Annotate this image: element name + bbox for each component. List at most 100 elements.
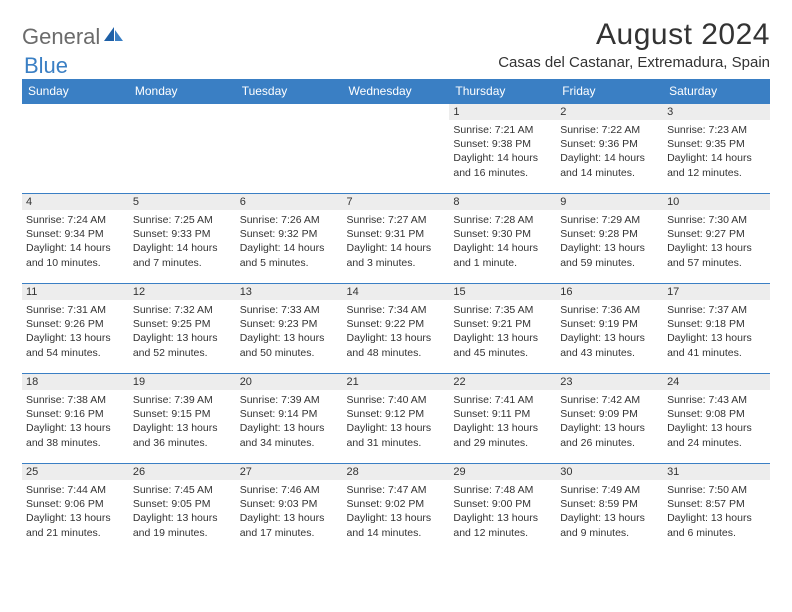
day-cell: 21Sunrise: 7:40 AMSunset: 9:12 PMDayligh… xyxy=(343,373,450,463)
day-cell: 17Sunrise: 7:37 AMSunset: 9:18 PMDayligh… xyxy=(663,283,770,373)
day-info: Sunrise: 7:45 AMSunset: 9:05 PMDaylight:… xyxy=(133,483,232,540)
day-number: 4 xyxy=(22,194,129,210)
sunrise-line: Sunrise: 7:34 AM xyxy=(347,304,427,316)
day-number: 24 xyxy=(663,374,770,390)
day-info: Sunrise: 7:26 AMSunset: 9:32 PMDaylight:… xyxy=(240,213,339,270)
sunrise-line: Sunrise: 7:48 AM xyxy=(453,484,533,496)
daylight-line: Daylight: 13 hours and 6 minutes. xyxy=(667,512,752,538)
day-number: 29 xyxy=(449,464,556,480)
calendar-day-empty xyxy=(129,103,236,193)
day-number: 27 xyxy=(236,464,343,480)
sunrise-line: Sunrise: 7:25 AM xyxy=(133,214,213,226)
daylight-line: Daylight: 13 hours and 21 minutes. xyxy=(26,512,111,538)
sunrise-line: Sunrise: 7:38 AM xyxy=(26,394,106,406)
sunrise-line: Sunrise: 7:49 AM xyxy=(560,484,640,496)
daylight-line: Daylight: 13 hours and 14 minutes. xyxy=(347,512,432,538)
sunset-line: Sunset: 9:06 PM xyxy=(26,498,104,510)
calendar-day: 20Sunrise: 7:39 AMSunset: 9:14 PMDayligh… xyxy=(236,373,343,463)
daylight-line: Daylight: 13 hours and 59 minutes. xyxy=(560,242,645,268)
day-info: Sunrise: 7:29 AMSunset: 9:28 PMDaylight:… xyxy=(560,213,659,270)
daylight-line: Daylight: 14 hours and 7 minutes. xyxy=(133,242,218,268)
day-cell: 30Sunrise: 7:49 AMSunset: 8:59 PMDayligh… xyxy=(556,463,663,553)
day-number: 20 xyxy=(236,374,343,390)
sunrise-line: Sunrise: 7:44 AM xyxy=(26,484,106,496)
day-number: 19 xyxy=(129,374,236,390)
daylight-line: Daylight: 13 hours and 52 minutes. xyxy=(133,332,218,358)
day-number: 30 xyxy=(556,464,663,480)
daylight-line: Daylight: 14 hours and 14 minutes. xyxy=(560,152,645,178)
calendar-day: 21Sunrise: 7:40 AMSunset: 9:12 PMDayligh… xyxy=(343,373,450,463)
daylight-line: Daylight: 13 hours and 12 minutes. xyxy=(453,512,538,538)
calendar-week: 1Sunrise: 7:21 AMSunset: 9:38 PMDaylight… xyxy=(22,103,770,193)
day-number: 25 xyxy=(22,464,129,480)
day-info: Sunrise: 7:44 AM Sunset: 9:06 PM Daylight:… xyxy=(26,483,125,540)
sunset-line: Sunset: 9:15 PM xyxy=(133,408,211,420)
sunrise-line: Sunrise: 7:45 AM xyxy=(133,484,213,496)
day-cell: 29Sunrise: 7:48 AMSunset: 9:00 PMDayligh… xyxy=(449,463,556,553)
day-info: Sunrise: 7:47 AMSunset: 9:02 PMDaylight:… xyxy=(347,483,446,540)
day-info: Sunrise: 7:27 AMSunset: 9:31 PMDaylight:… xyxy=(347,213,446,270)
sunrise-line: Sunrise: 7:26 AM xyxy=(240,214,320,226)
sunrise-line: Sunrise: 7:30 AM xyxy=(667,214,747,226)
calendar-day: 5Sunrise: 7:25 AMSunset: 9:33 PMDaylight… xyxy=(129,193,236,283)
weekday-header: Thursday xyxy=(449,79,556,103)
sunrise-line: Sunrise: 7:24 AM xyxy=(26,214,106,226)
day-number: 22 xyxy=(449,374,556,390)
day-number: 31 xyxy=(663,464,770,480)
day-info: Sunrise: 7:34 AMSunset: 9:22 PMDaylight:… xyxy=(347,303,446,360)
day-cell xyxy=(236,103,343,193)
day-cell: 7Sunrise: 7:27 AMSunset: 9:31 PMDaylight… xyxy=(343,193,450,283)
day-cell: 14Sunrise: 7:34 AMSunset: 9:22 PMDayligh… xyxy=(343,283,450,373)
day-number: 5 xyxy=(129,194,236,210)
sunset-line: Sunset: 9:12 PM xyxy=(347,408,425,420)
day-info: Sunrise: 7:36 AMSunset: 9:19 PMDaylight:… xyxy=(560,303,659,360)
daylight-line: Daylight: 14 hours and 3 minutes. xyxy=(347,242,432,268)
sunset-line: Sunset: 9:02 PM xyxy=(347,498,425,510)
sunset-line: Sunset: 9:36 PM xyxy=(560,138,638,150)
calendar-day-empty xyxy=(22,103,129,193)
day-info: Sunrise: 7:46 AMSunset: 9:03 PMDaylight:… xyxy=(240,483,339,540)
daylight-line: Daylight: 14 hours and 5 minutes. xyxy=(240,242,325,268)
logo: General xyxy=(22,18,126,50)
sunset-line: Sunset: 9:25 PM xyxy=(133,318,211,330)
daylight-line: Daylight: 13 hours and 24 minutes. xyxy=(667,422,752,448)
sunrise-line: Sunrise: 7:23 AM xyxy=(667,124,747,136)
day-cell: 20Sunrise: 7:39 AMSunset: 9:14 PMDayligh… xyxy=(236,373,343,463)
calendar-day: 8Sunrise: 7:28 AMSunset: 9:30 PMDaylight… xyxy=(449,193,556,283)
day-cell: 9 Sunrise: 7:29 AMSunset: 9:28 PMDaylight… xyxy=(556,193,663,283)
calendar-day: 3Sunrise: 7:23 AMSunset: 9:35 PMDaylight… xyxy=(663,103,770,193)
day-cell: 12Sunrise: 7:32 AMSunset: 9:25 PMDayligh… xyxy=(129,283,236,373)
calendar-day: 18Sunrise: 7:38 AMSunset: 9:16 PMDayligh… xyxy=(22,373,129,463)
day-cell: 27 Sunrise: 7:46 AMSunset: 9:03 PMDayligh… xyxy=(236,463,343,553)
day-cell: 1Sunrise: 7:21 AMSunset: 9:38 PMDaylight… xyxy=(449,103,556,193)
calendar-body: 1Sunrise: 7:21 AMSunset: 9:38 PMDaylight… xyxy=(22,103,770,553)
sunrise-line: Sunrise: 7:22 AM xyxy=(560,124,640,136)
day-info: Sunrise: 7:43 AMSunset: 9:08 PMDaylight:… xyxy=(667,393,766,450)
sunset-line: Sunset: 9:34 PM xyxy=(26,228,104,240)
sunset-line: Sunset: 9:38 PM xyxy=(453,138,531,150)
day-info: Sunrise: 7:40 AMSunset: 9:12 PMDaylight:… xyxy=(347,393,446,450)
calendar-day-empty xyxy=(236,103,343,193)
calendar-day: 27 Sunrise: 7:46 AMSunset: 9:03 PMDayligh… xyxy=(236,463,343,553)
calendar-day: 4Sunrise: 7:24 AMSunset: 9:34 PMDaylight… xyxy=(22,193,129,283)
day-cell: 8Sunrise: 7:28 AMSunset: 9:30 PMDaylight… xyxy=(449,193,556,283)
calendar-week: 18 Sunrise: 7:38 AM Sunset: 9:16 PM Dayligh… xyxy=(22,373,770,463)
sunset-line: Sunset: 8:57 PM xyxy=(667,498,745,510)
calendar-head: SundayMondayTuesdayWednesdayThursdayFrid… xyxy=(22,79,770,103)
sunset-line: Sunset: 9:21 PM xyxy=(453,318,531,330)
sunrise-line: Sunrise: 7:31 AM xyxy=(26,304,106,316)
sunrise-line: Sunrise: 7:32 AM xyxy=(133,304,213,316)
day-number: 9 xyxy=(556,194,663,210)
sunrise-line: Sunrise: 7:28 AM xyxy=(453,214,533,226)
sunrise-line: Sunrise: 7:37 AM xyxy=(667,304,747,316)
calendar-day-empty xyxy=(343,103,450,193)
sunrise-line: Sunrise: 7:42 AM xyxy=(560,394,640,406)
sunset-line: Sunset: 9:03 PM xyxy=(240,498,318,510)
sunset-line: Sunset: 9:16 PM xyxy=(26,408,104,420)
day-number: 18 xyxy=(22,374,129,390)
logo-word2: Blue xyxy=(24,53,68,78)
day-info: Sunrise: 7:21 AMSunset: 9:38 PMDaylight:… xyxy=(453,123,552,180)
calendar-day: 25 Sunrise: 7:44 AM Sunset: 9:06 PM Dayligh… xyxy=(22,463,129,553)
calendar-day: 26Sunrise: 7:45 AMSunset: 9:05 PMDayligh… xyxy=(129,463,236,553)
day-info: Sunrise: 7:31 AMSunset: 9:26 PMDaylight:… xyxy=(26,303,125,360)
